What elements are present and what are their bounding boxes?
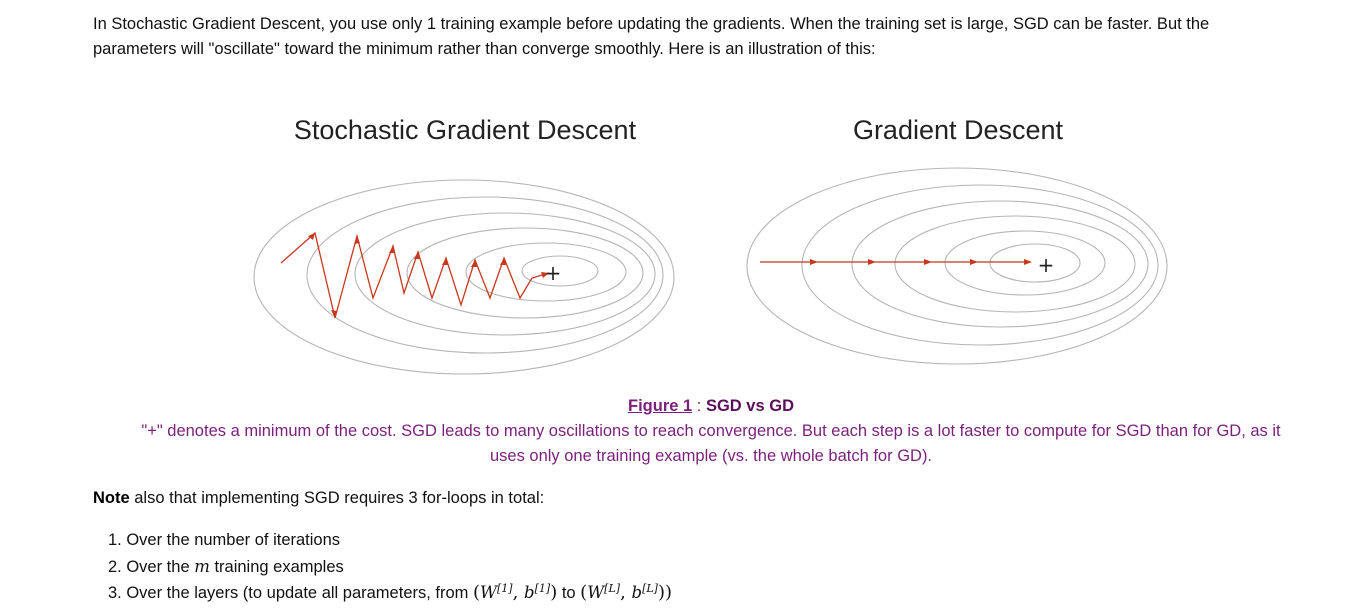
list-item: 3. Over the layers (to update all parame… xyxy=(108,582,673,603)
caption-body-line-2: uses only one training example (vs. the … xyxy=(489,447,933,465)
loop-item-3-prefix: 3. Over the layers (to update all parame… xyxy=(108,584,473,602)
intro-line-2: parameters will "oscillate" toward the m… xyxy=(93,40,876,58)
math-open-2: ( xyxy=(580,582,588,603)
gd-minimum-marker: + xyxy=(1038,253,1055,277)
loop-item-1: 1. Over the number of iterations xyxy=(108,531,341,549)
caption-body-line-1: "+" denotes a minimum of the cost. SGD l… xyxy=(141,422,1281,440)
note-paragraph: Note also that implementing SGD requires… xyxy=(93,486,544,510)
note-bold-label: Note xyxy=(93,489,130,507)
math-W-first: W[1] xyxy=(480,582,513,602)
math-open-1: ( xyxy=(473,582,481,603)
sgd-path xyxy=(280,231,550,319)
math-b-first: b[1] xyxy=(524,582,551,602)
loop-item-3-mid: to xyxy=(557,584,581,602)
gd-path xyxy=(760,259,1032,265)
intro-paragraph: In Stochastic Gradient Descent, you use … xyxy=(93,12,1293,62)
caption-separator: : xyxy=(692,397,706,415)
sgd-contours xyxy=(253,179,675,375)
sgd-vs-gd-figure: Stochastic Gradient Descent Gradient Des… xyxy=(253,115,1168,375)
note-text: also that implementing SGD requires 3 fo… xyxy=(129,489,545,507)
loop-item-2-prefix: 2. Over the xyxy=(108,557,195,576)
figure-caption-body: "+" denotes a minimum of the cost. SGD l… xyxy=(100,419,1322,469)
gd-contours xyxy=(746,167,1168,365)
sgd-panel-title: Stochastic Gradient Descent xyxy=(294,115,637,145)
gd-panel-title: Gradient Descent xyxy=(853,115,1064,145)
intro-line-1: In Stochastic Gradient Descent, you use … xyxy=(93,15,1210,33)
sgd-minimum-marker: + xyxy=(545,261,562,285)
for-loops-list: 1. Over the number of iterations 2. Over… xyxy=(108,528,672,607)
figure-title: SGD vs GD xyxy=(705,397,794,415)
list-item: 2. Over the m training examples xyxy=(108,554,672,581)
figure-caption-heading: Figure 1 : SGD vs GD xyxy=(0,394,1346,418)
loop-item-2-suffix: training examples xyxy=(209,557,344,576)
math-W-last: W[L] xyxy=(587,582,621,602)
math-b-last: b[L] xyxy=(631,582,658,602)
list-item: 1. Over the number of iterations xyxy=(108,528,672,554)
var-m: m xyxy=(194,556,210,576)
figure-link[interactable]: Figure 1 xyxy=(628,397,693,415)
